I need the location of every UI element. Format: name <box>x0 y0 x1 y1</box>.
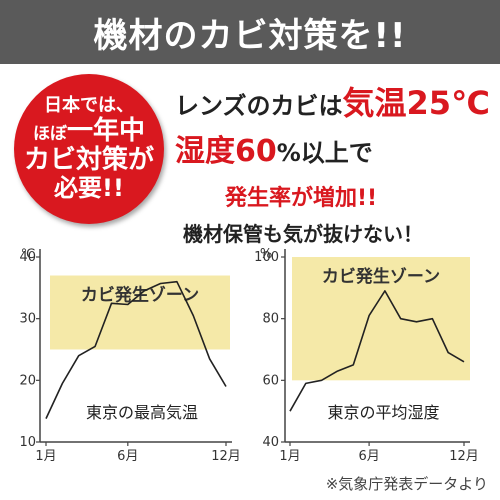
chart1-zone-band <box>50 275 230 350</box>
chart1-x-tick-label: 1月 <box>35 449 56 464</box>
headline-line-3: 発生率が増加!! <box>225 186 378 211</box>
badge-line-4: 必要!! <box>54 173 124 202</box>
chart2-zone-label: カビ発生ゾーン <box>322 266 440 287</box>
title-banner: 機材のカビ対策を!! <box>0 0 500 64</box>
chart1-y-tick-label: 20 <box>19 373 36 388</box>
chart2-caption: 東京の平均湿度 <box>327 403 439 422</box>
chart2-x-tick-label: 6月 <box>358 449 379 464</box>
chart1-series-line <box>45 280 227 419</box>
headline-line-2: 湿度60%以上で <box>175 126 495 170</box>
headline-line-1: レンズのカビは気温25℃ <box>175 78 495 124</box>
chart1-y-tick-label: 10 <box>19 435 36 450</box>
chart2-unit-label: % <box>260 247 272 262</box>
chart2-y-tick-label: 60 <box>262 373 279 388</box>
headline-block: レンズのカビは気温25℃ 湿度60%以上で 発生率が増加!! 機材保管も気が抜け… <box>175 78 495 247</box>
headline-line-1-pre: レンズのカビは <box>175 92 343 120</box>
badge-line-2-pre: ほぼ <box>32 123 67 144</box>
headline-humidity-threshold: 湿度60 <box>175 134 277 169</box>
info-badge: 日本では、 ほぼ一年中 カビ対策が 必要!! <box>14 74 164 224</box>
chart1-x-tick-label: 12月 <box>211 449 241 464</box>
chart1-x-tick-label: 6月 <box>117 449 138 464</box>
chart2-y-tick-label: 80 <box>262 312 279 327</box>
badge-line-1: 日本では、 <box>44 95 134 117</box>
chart1-caption: 東京の最高気温 <box>86 403 198 422</box>
banner-title: 機材のカビ対策を!! <box>93 15 407 56</box>
headline-temp-threshold: 気温25℃ <box>342 84 490 122</box>
chart2-x-tick-label: 1月 <box>279 449 300 464</box>
chart2-y-tick-label: 40 <box>262 435 279 450</box>
headline-line-4: 機材保管も気が抜けない！ <box>183 222 423 246</box>
source-footnote: ※気象庁発表データより <box>325 475 488 493</box>
badge-line-2: ほぼ一年中 <box>32 115 145 146</box>
badge-line-3: カビ対策が <box>23 144 154 175</box>
badge-line-2-big: 一年中 <box>66 115 145 146</box>
chart1-y-tick-label: 40 <box>19 250 36 265</box>
chart1-unit-label: ℃ <box>21 247 36 262</box>
chart2-x-tick-label: 12月 <box>449 449 479 464</box>
chart2-series-line <box>289 290 465 412</box>
chart2-y-tick-label: 100 <box>254 250 279 265</box>
chart2-zone-band <box>292 257 470 381</box>
headline-line-2-post: %以上で <box>276 139 373 167</box>
chart1-y-tick-label: 30 <box>19 312 36 327</box>
